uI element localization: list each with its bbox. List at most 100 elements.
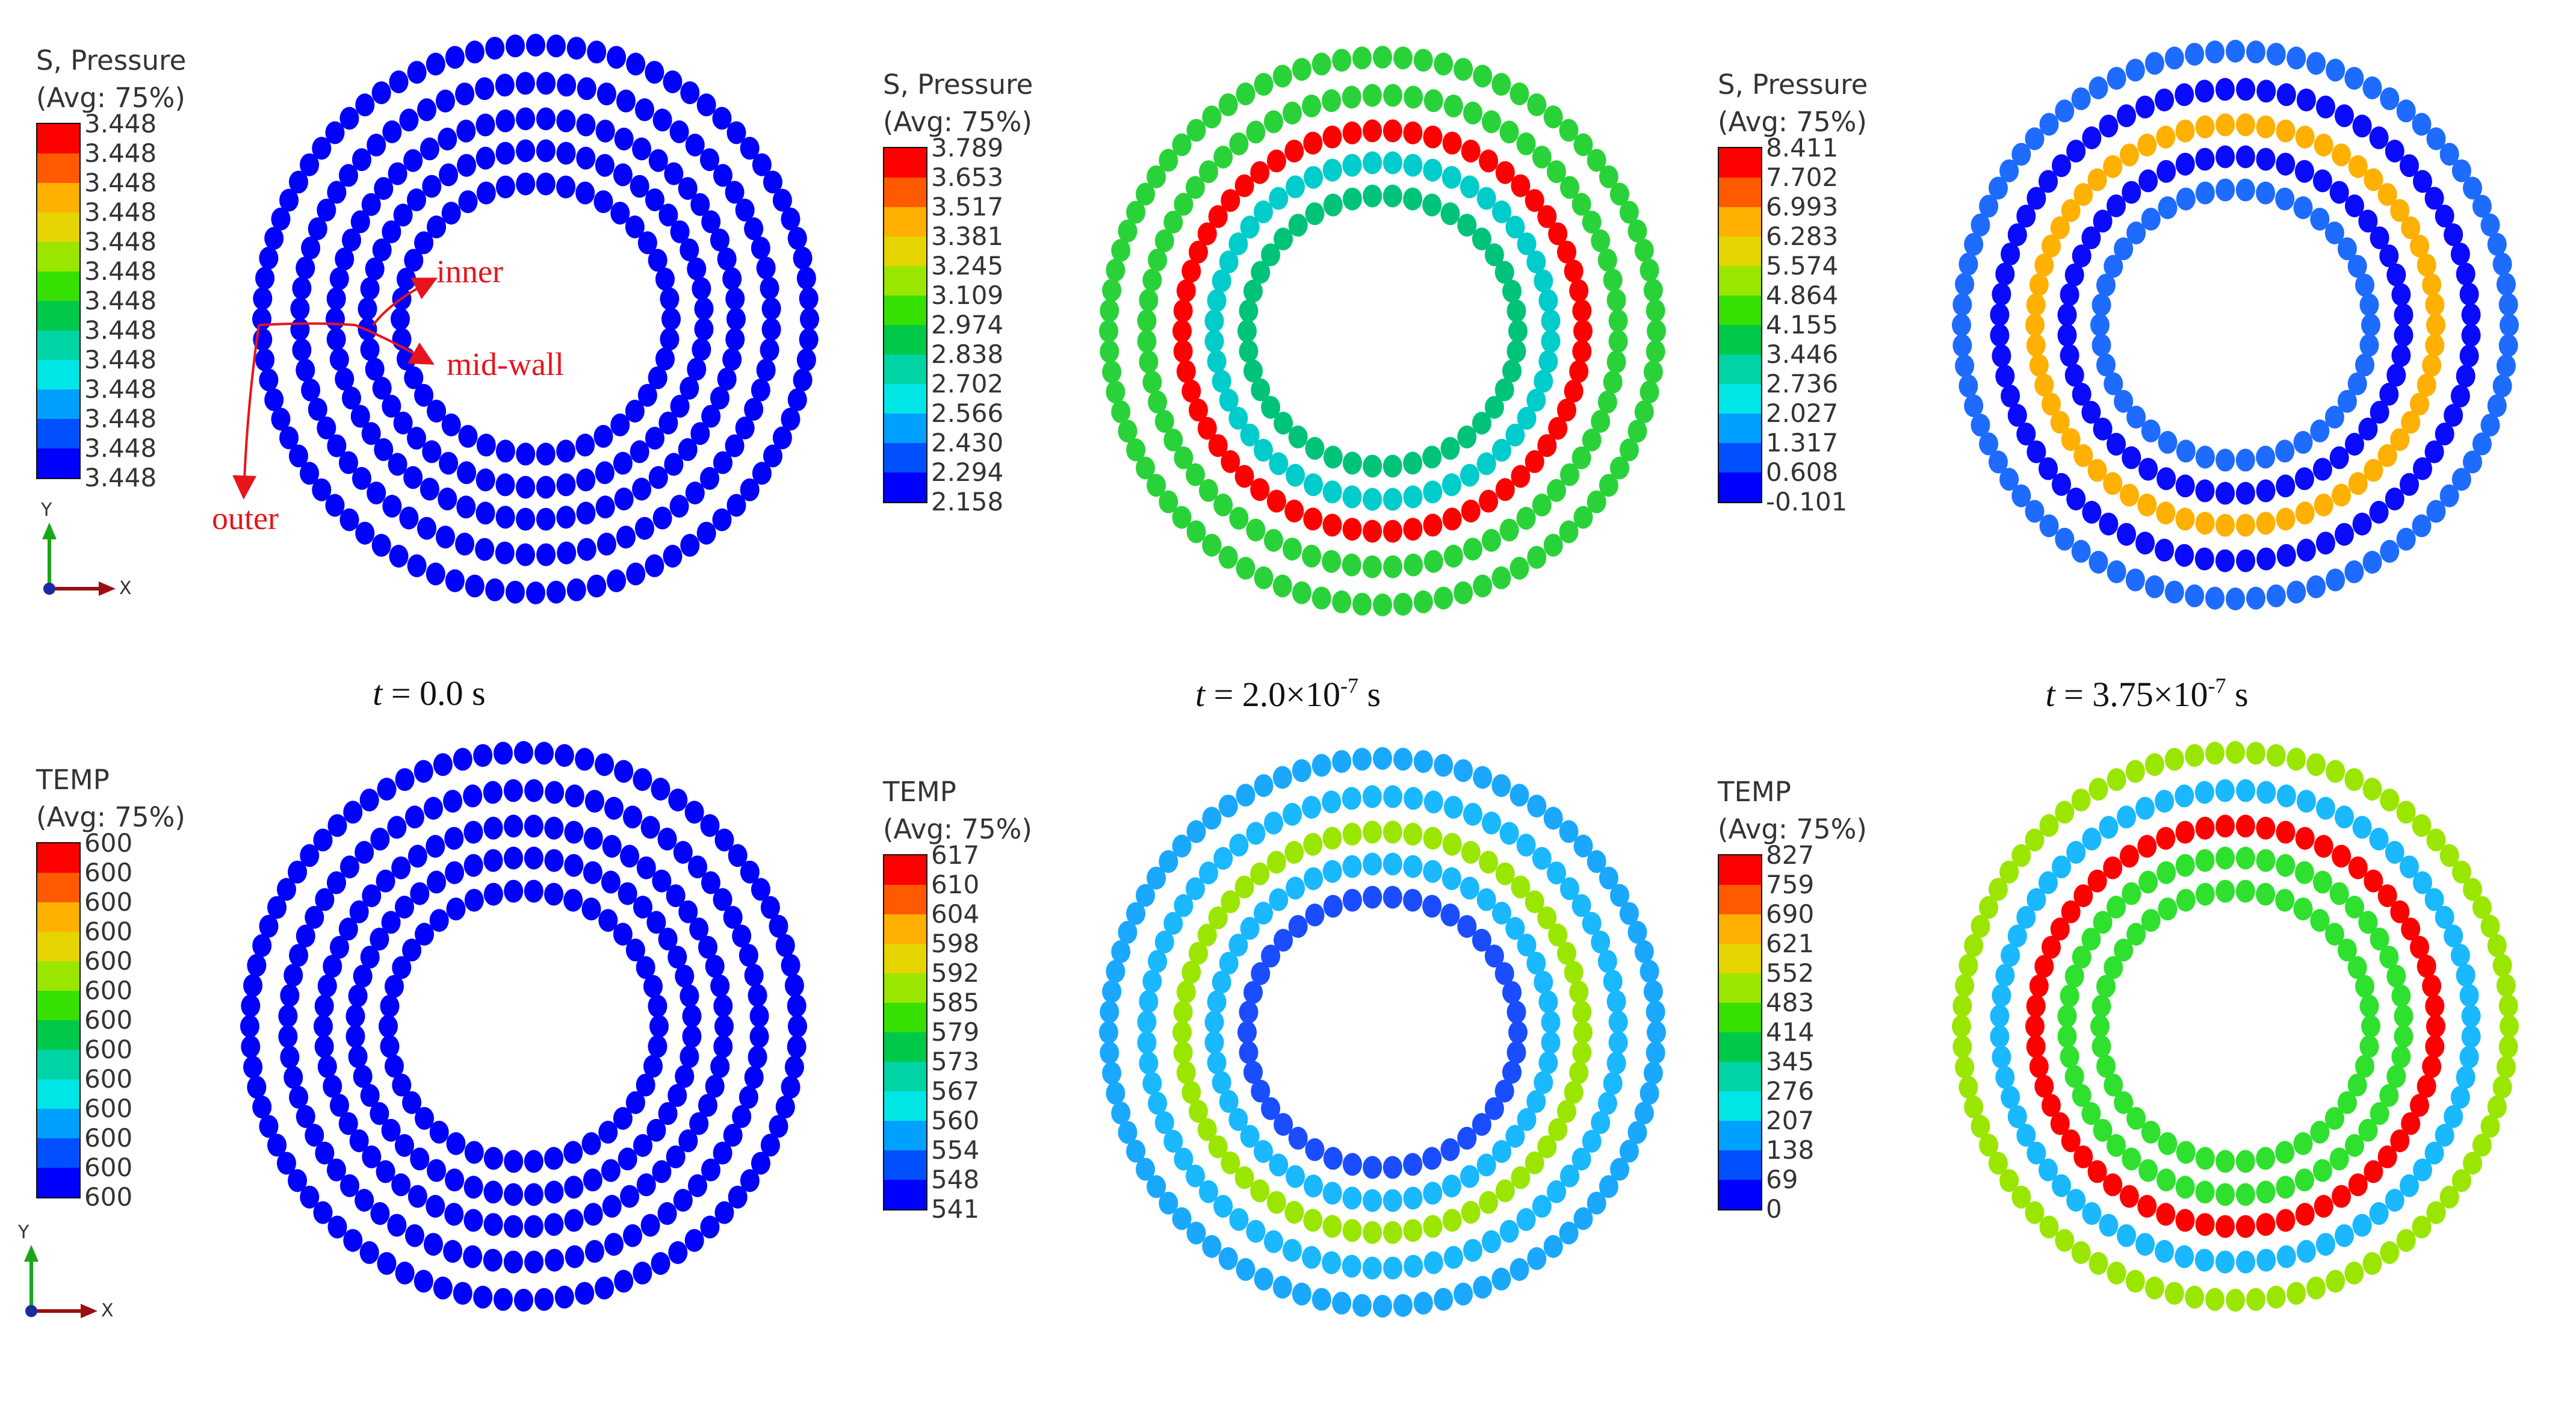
particle bbox=[610, 413, 630, 436]
particle bbox=[1537, 906, 1557, 929]
particle bbox=[1229, 507, 1249, 530]
particle bbox=[2306, 753, 2326, 777]
particle bbox=[2007, 223, 2027, 246]
particle bbox=[646, 1118, 666, 1142]
particle bbox=[1509, 1258, 1529, 1281]
particle bbox=[1269, 888, 1289, 911]
particle bbox=[424, 1233, 443, 1256]
particle bbox=[2413, 170, 2432, 193]
particle bbox=[772, 426, 792, 450]
particle bbox=[1597, 950, 1617, 973]
particle bbox=[726, 121, 746, 144]
colorbar bbox=[36, 123, 81, 479]
particle bbox=[607, 569, 627, 592]
particle bbox=[1479, 851, 1499, 874]
colorbar-tick-label: 1.317 bbox=[1766, 428, 1839, 457]
particle bbox=[2394, 303, 2413, 327]
legend-title: S, Pressure bbox=[1718, 69, 1868, 101]
particle bbox=[536, 442, 556, 466]
particle bbox=[388, 162, 407, 185]
particle bbox=[1479, 1191, 1499, 1214]
particle bbox=[267, 1133, 287, 1157]
particle bbox=[494, 742, 513, 765]
particle bbox=[1404, 1254, 1423, 1278]
particle bbox=[352, 148, 371, 172]
particle-ring-4 bbox=[252, 34, 819, 604]
particle bbox=[556, 473, 576, 497]
particle bbox=[1099, 320, 1118, 343]
particle bbox=[1189, 240, 1208, 264]
colorbar-swatch bbox=[884, 148, 926, 178]
particle bbox=[1440, 436, 1460, 460]
particle bbox=[1543, 1235, 1563, 1258]
particle bbox=[2185, 43, 2205, 66]
particle bbox=[1304, 1174, 1324, 1198]
particle bbox=[516, 507, 536, 531]
particle bbox=[1254, 200, 1273, 223]
particle bbox=[1541, 329, 1561, 353]
particle bbox=[1305, 202, 1325, 226]
particle bbox=[1403, 187, 1423, 211]
particle bbox=[1472, 228, 1491, 250]
particle bbox=[2276, 1245, 2296, 1268]
particle bbox=[593, 190, 613, 214]
particle bbox=[360, 1083, 380, 1107]
colorbar-swatch bbox=[884, 237, 926, 266]
colorbar-swatch bbox=[37, 902, 79, 932]
particle bbox=[463, 1209, 483, 1232]
particle bbox=[1599, 866, 1618, 890]
legend-subtitle: (Avg: 75%) bbox=[1718, 813, 1867, 845]
particle bbox=[1283, 802, 1302, 826]
particle bbox=[503, 1250, 523, 1274]
particle bbox=[616, 89, 636, 113]
particle bbox=[2316, 1233, 2335, 1256]
particle bbox=[556, 175, 576, 199]
particle bbox=[2158, 1132, 2178, 1155]
particle bbox=[664, 162, 684, 185]
colorbar-swatch bbox=[884, 384, 926, 414]
particle bbox=[1443, 544, 1463, 568]
particle bbox=[464, 1141, 484, 1164]
particle bbox=[705, 1074, 725, 1098]
particle bbox=[1627, 219, 1647, 243]
particle bbox=[253, 287, 273, 310]
colorbar-swatch bbox=[884, 1032, 926, 1062]
particle bbox=[2195, 1180, 2215, 1204]
particle bbox=[2326, 760, 2345, 783]
particle bbox=[1363, 820, 1382, 844]
particle bbox=[1218, 1247, 1238, 1270]
particle bbox=[2276, 474, 2296, 498]
particle bbox=[407, 61, 427, 84]
particle bbox=[444, 826, 464, 850]
particle bbox=[1136, 182, 1155, 206]
particle bbox=[1159, 149, 1178, 172]
particle bbox=[666, 1145, 686, 1168]
axis-triad-bottom: Y X bbox=[18, 1222, 114, 1324]
particle bbox=[680, 1045, 699, 1068]
particle bbox=[640, 816, 660, 839]
particle bbox=[2235, 145, 2255, 169]
particle-ring-plot bbox=[1952, 741, 2519, 1312]
colorbar-swatch bbox=[1719, 973, 1761, 1003]
particle bbox=[1952, 314, 1971, 336]
particle bbox=[1213, 146, 1233, 169]
particle-ring-4 bbox=[240, 741, 807, 1312]
particle bbox=[2138, 870, 2158, 894]
particle bbox=[2422, 975, 2442, 997]
particle bbox=[2061, 199, 2081, 222]
particle bbox=[1460, 876, 1479, 900]
particle bbox=[689, 917, 709, 941]
particle bbox=[429, 909, 449, 932]
particle bbox=[2096, 1055, 2116, 1078]
particle bbox=[1587, 850, 1606, 873]
particle bbox=[2450, 243, 2470, 266]
particle bbox=[2034, 253, 2054, 277]
particle bbox=[2138, 457, 2158, 481]
particle bbox=[1463, 1239, 1482, 1262]
particle bbox=[717, 247, 737, 271]
particle bbox=[2158, 430, 2178, 454]
particle bbox=[678, 438, 698, 461]
particle bbox=[701, 1158, 720, 1182]
particle bbox=[1492, 1140, 1511, 1163]
particle bbox=[1250, 161, 1270, 184]
